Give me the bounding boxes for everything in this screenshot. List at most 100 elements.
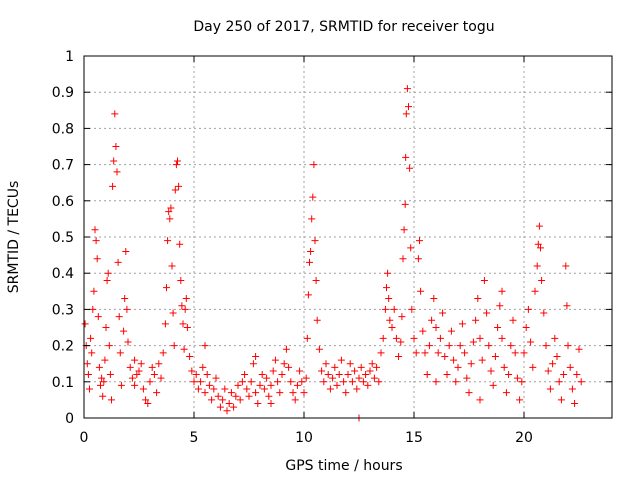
data-point bbox=[243, 385, 251, 393]
y-tick-label: 0.3 bbox=[52, 302, 74, 318]
data-point bbox=[172, 161, 180, 169]
data-point bbox=[546, 385, 554, 393]
data-point bbox=[306, 258, 313, 266]
data-point bbox=[190, 378, 198, 386]
data-point bbox=[298, 378, 306, 386]
data-point bbox=[381, 305, 389, 313]
y-tick-label: 0.8 bbox=[52, 121, 74, 137]
data-point bbox=[166, 215, 174, 223]
data-point bbox=[377, 349, 385, 357]
data-point bbox=[549, 360, 557, 368]
data-point bbox=[458, 320, 466, 328]
data-point bbox=[86, 385, 93, 393]
data-point bbox=[524, 305, 532, 313]
y-tick-label: 0.5 bbox=[52, 230, 74, 246]
data-point bbox=[205, 381, 213, 389]
data-point bbox=[407, 244, 415, 252]
data-point bbox=[410, 334, 418, 342]
y-tick-label: 0.6 bbox=[52, 194, 74, 210]
data-point bbox=[186, 352, 194, 360]
data-point bbox=[359, 378, 367, 386]
data-point bbox=[90, 287, 98, 295]
data-point bbox=[99, 392, 107, 400]
data-point bbox=[94, 313, 102, 321]
x-tick-label: 15 bbox=[405, 430, 423, 446]
data-point bbox=[245, 392, 253, 400]
data-point bbox=[379, 334, 387, 342]
data-point bbox=[178, 302, 186, 310]
data-point bbox=[405, 103, 412, 111]
data-point bbox=[223, 407, 231, 415]
data-point bbox=[285, 363, 293, 371]
y-tick-label: 0.2 bbox=[52, 339, 74, 355]
data-point bbox=[326, 385, 334, 393]
data-point bbox=[165, 208, 173, 216]
data-point bbox=[194, 385, 202, 393]
data-point bbox=[106, 371, 114, 379]
data-point bbox=[423, 371, 431, 379]
data-point bbox=[417, 287, 425, 295]
data-point bbox=[491, 352, 499, 360]
data-point bbox=[180, 345, 188, 353]
data-point bbox=[155, 360, 163, 368]
data-point bbox=[454, 363, 462, 371]
data-point bbox=[522, 324, 530, 331]
data-point bbox=[280, 360, 288, 368]
data-point bbox=[474, 295, 482, 303]
data-point bbox=[318, 367, 326, 375]
data-point bbox=[241, 371, 249, 379]
data-point bbox=[463, 374, 471, 382]
data-point bbox=[91, 226, 99, 234]
data-point bbox=[236, 396, 244, 404]
data-point bbox=[496, 302, 504, 310]
data-point bbox=[201, 342, 209, 350]
data-point bbox=[551, 334, 559, 342]
data-point bbox=[252, 352, 260, 360]
data-point bbox=[311, 237, 319, 245]
data-point bbox=[573, 371, 581, 379]
data-point bbox=[153, 389, 161, 397]
x-tick-label: 0 bbox=[80, 430, 89, 446]
data-point bbox=[452, 378, 460, 386]
data-point bbox=[553, 352, 561, 360]
data-point bbox=[117, 381, 125, 389]
data-point bbox=[375, 378, 383, 386]
data-point bbox=[105, 342, 113, 350]
data-point bbox=[577, 378, 585, 386]
data-point bbox=[366, 367, 374, 375]
data-point bbox=[182, 295, 190, 303]
data-point bbox=[249, 360, 257, 368]
data-point bbox=[123, 305, 131, 313]
data-point bbox=[104, 269, 112, 277]
data-point bbox=[544, 367, 552, 375]
data-point bbox=[199, 363, 207, 371]
data-point bbox=[489, 381, 497, 389]
data-point bbox=[520, 349, 528, 357]
data-point bbox=[478, 356, 486, 364]
data-point bbox=[181, 305, 189, 313]
data-point bbox=[308, 215, 316, 223]
data-point bbox=[146, 378, 154, 386]
data-point bbox=[527, 338, 535, 346]
data-point bbox=[310, 161, 318, 169]
y-tick-label: 0 bbox=[65, 411, 74, 427]
y-tick-label: 0.1 bbox=[52, 375, 74, 391]
data-point bbox=[509, 316, 517, 324]
data-point bbox=[121, 295, 129, 303]
data-point bbox=[221, 385, 229, 393]
data-point bbox=[390, 305, 398, 313]
data-point bbox=[564, 342, 572, 350]
data-point bbox=[300, 389, 308, 397]
data-point bbox=[502, 389, 510, 397]
data-point bbox=[476, 396, 484, 404]
data-point bbox=[304, 291, 312, 299]
data-point bbox=[278, 371, 286, 379]
data-point bbox=[498, 334, 506, 342]
x-tick-label: 10 bbox=[295, 430, 313, 446]
data-point bbox=[267, 400, 275, 408]
data-point bbox=[364, 381, 372, 389]
data-point bbox=[150, 371, 158, 379]
data-point bbox=[176, 240, 184, 248]
data-point bbox=[122, 247, 130, 255]
